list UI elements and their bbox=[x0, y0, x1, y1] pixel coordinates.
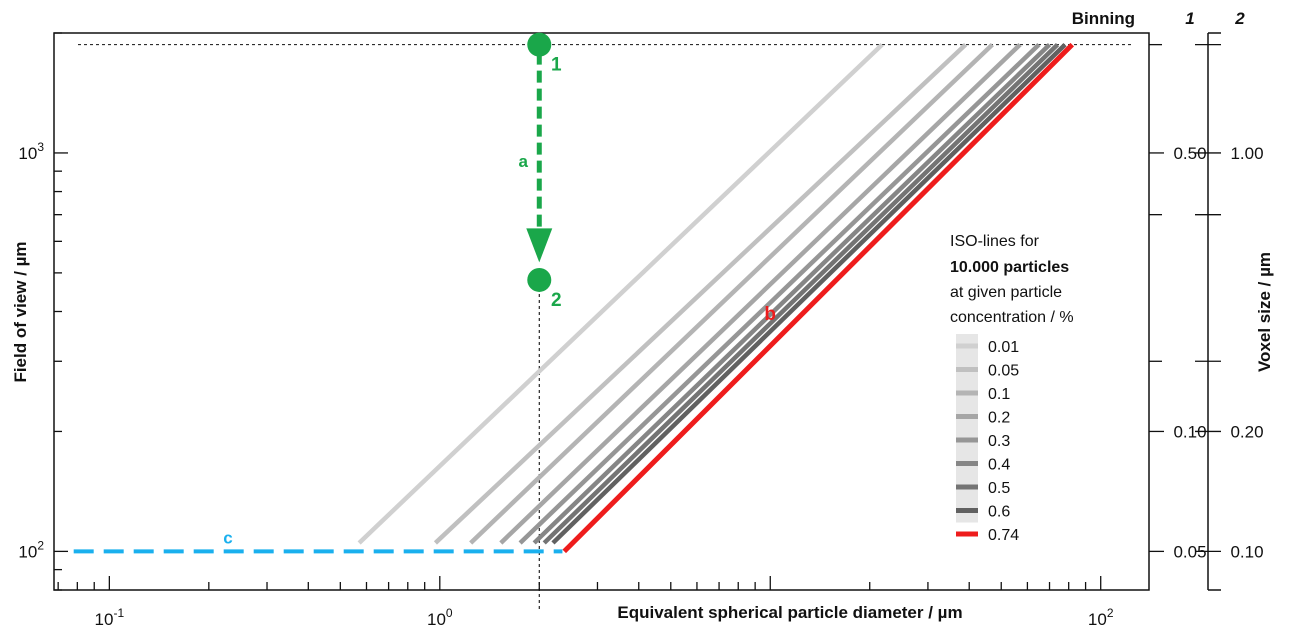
y-axis: 103 102 bbox=[18, 32, 68, 591]
y-tick-label-100: 102 bbox=[18, 538, 44, 561]
reference-lines bbox=[78, 44, 1133, 612]
annotations: c a 1 2 b bbox=[73, 32, 776, 554]
point-1-marker bbox=[527, 32, 552, 57]
legend-title-line-4: concentration / % bbox=[950, 309, 1074, 326]
binning-column-2: 2 bbox=[1234, 9, 1245, 28]
series-group bbox=[357, 42, 1074, 554]
y-tick-label-1000: 103 bbox=[18, 140, 44, 163]
x-axis-title: Equivalent spherical particle diameter /… bbox=[617, 603, 962, 622]
series-line-0-3 bbox=[518, 43, 1041, 545]
legend-label-0-5: 0.5 bbox=[988, 480, 1010, 497]
annotation-a-label: a bbox=[519, 152, 529, 171]
x-axis: 10-1 100 102 bbox=[57, 576, 1114, 629]
voxel-binning-2-label-1-00: 1.00 bbox=[1230, 144, 1263, 163]
x-tick-label-0-1: 10-1 bbox=[95, 606, 125, 629]
legend-label-0-3: 0.3 bbox=[988, 433, 1010, 450]
series-line-0-05 bbox=[433, 42, 968, 545]
series-line-0-6 bbox=[551, 43, 1067, 545]
voxel-binning-1-label-0-10: 0.10 bbox=[1173, 422, 1206, 441]
voxel-binning-2-label-0-20: 0.20 bbox=[1230, 422, 1263, 441]
binning-column-1: 1 bbox=[1185, 9, 1194, 28]
point-1-label: 1 bbox=[551, 55, 562, 76]
point-2-label: 2 bbox=[551, 290, 562, 311]
legend-label-0-6: 0.6 bbox=[988, 504, 1010, 521]
legend-label-0-1: 0.1 bbox=[988, 386, 1010, 403]
voxel-binning-1-label-0-50: 0.50 bbox=[1173, 144, 1206, 163]
series-line-0-1 bbox=[469, 43, 994, 545]
legend-title-line-1: ISO-lines for bbox=[950, 233, 1040, 250]
legend-label-0-01: 0.01 bbox=[988, 339, 1019, 356]
series-line-0-01 bbox=[357, 43, 884, 545]
series-line-0-4 bbox=[532, 43, 1052, 545]
annotation-b-label: b bbox=[764, 304, 776, 325]
voxel-binning-1-label-0-05: 0.05 bbox=[1173, 542, 1206, 561]
y2-axis-title: Voxel size / µm bbox=[1255, 252, 1274, 372]
series-line-0-2 bbox=[499, 43, 1022, 545]
y-axis-title: Field of view / µm bbox=[11, 241, 30, 382]
series-line-0-5 bbox=[542, 43, 1060, 545]
series-line-0-74 bbox=[562, 42, 1074, 554]
legend-title-line-3: at given particle bbox=[950, 284, 1062, 301]
x-tick-label-1: 100 bbox=[427, 606, 453, 629]
voxel-axes: 0.50 1.00 0.10 0.20 0.05 0.10 bbox=[1149, 32, 1264, 591]
legend-title-line-2: 10.000 particles bbox=[950, 259, 1069, 276]
voxel-binning-2-label-0-10: 0.10 bbox=[1230, 542, 1263, 561]
legend-label-0-4: 0.4 bbox=[988, 457, 1010, 474]
binning-label: Binning bbox=[1072, 9, 1135, 28]
point-2-marker bbox=[527, 267, 552, 292]
annotation-a-arrow-head bbox=[526, 228, 553, 263]
x-tick-label-100: 102 bbox=[1088, 606, 1114, 629]
legend: ISO-lines for 10.000 particles at given pa… bbox=[950, 233, 1074, 544]
legend-label-0-2: 0.2 bbox=[988, 410, 1010, 427]
annotation-c-label: c bbox=[223, 528, 232, 547]
legend-label-0-74: 0.74 bbox=[988, 527, 1019, 544]
legend-label-0-05: 0.05 bbox=[988, 363, 1019, 380]
